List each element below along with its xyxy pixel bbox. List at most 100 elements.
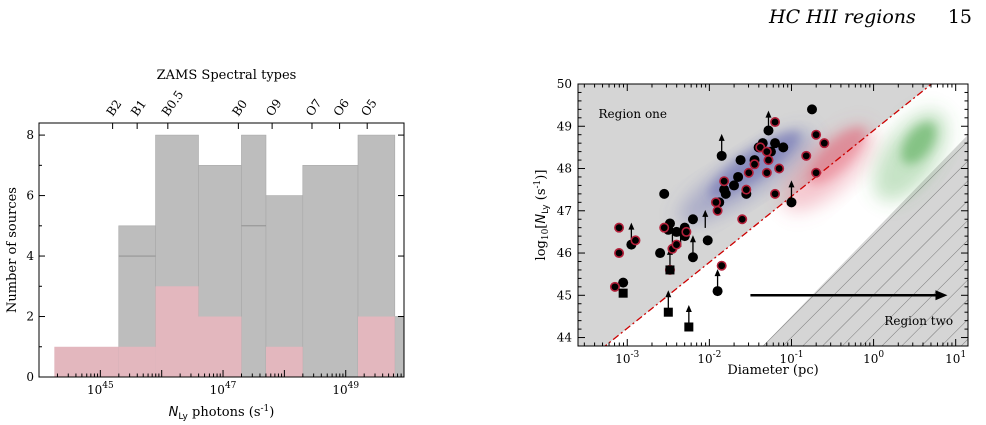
x-tick-label: 10-1 bbox=[779, 350, 803, 366]
x-axis-title: Diameter (pc) bbox=[727, 363, 818, 378]
page-header: HC HII regions 15 bbox=[769, 6, 972, 28]
y-tick-label: 47 bbox=[557, 204, 572, 218]
red-edged-point bbox=[761, 146, 772, 157]
red-edged-point bbox=[770, 188, 781, 199]
red-edged-point bbox=[819, 138, 830, 149]
black-point bbox=[687, 214, 698, 225]
spectral-type-label: O5 bbox=[358, 96, 379, 118]
square-point bbox=[663, 307, 673, 317]
black-point bbox=[733, 171, 744, 182]
red-edged-point bbox=[681, 226, 692, 237]
x-tick-label: 101 bbox=[945, 350, 966, 366]
x-tick-label: 1049 bbox=[332, 381, 359, 397]
black-point bbox=[659, 188, 670, 199]
black-point bbox=[655, 248, 666, 259]
y-tick-label: 48 bbox=[557, 162, 572, 176]
scatter-panel: Region one Region two 44 45 46 47 48 49 50 10-3 10… bbox=[533, 77, 969, 378]
black-point bbox=[702, 235, 713, 246]
dash-dot-line bbox=[604, 84, 932, 346]
histogram-frame bbox=[38, 122, 405, 378]
y-tick-label: 50 bbox=[557, 77, 572, 91]
lower-limit-arrowhead bbox=[714, 269, 721, 277]
y-tick-label: 2 bbox=[26, 310, 34, 324]
x-tick-label: 100 bbox=[863, 350, 884, 366]
red-edged-point bbox=[719, 176, 730, 187]
histogram-bars bbox=[54, 134, 404, 377]
black-point bbox=[778, 142, 789, 153]
spectral-type-label: B0 bbox=[229, 97, 250, 119]
black-point bbox=[763, 125, 774, 136]
histogram-bar-highlight bbox=[198, 316, 242, 377]
spectral-type-label: B0.5 bbox=[159, 88, 186, 119]
lower-limit-arrowhead bbox=[685, 304, 692, 312]
histogram-bar-highlight bbox=[357, 316, 395, 377]
y-axis-title: Number of sources bbox=[5, 187, 20, 313]
red-edged-point bbox=[737, 214, 748, 225]
red-edged-point bbox=[671, 239, 682, 250]
red-edged-point bbox=[712, 205, 723, 216]
y-tick-label: 46 bbox=[557, 246, 572, 260]
plot-area: Region one Region two bbox=[578, 84, 968, 346]
region-one-label: Region one bbox=[599, 107, 667, 121]
square-point bbox=[665, 265, 675, 275]
square-point bbox=[684, 322, 694, 332]
black-point bbox=[720, 188, 731, 199]
spectral-type-label: O7 bbox=[303, 96, 324, 118]
red-edged-point bbox=[811, 167, 822, 178]
green-density-core bbox=[901, 122, 937, 165]
red-edged-point bbox=[609, 281, 620, 292]
lower-limit-arrowhead bbox=[689, 235, 696, 243]
red-edged-point bbox=[743, 167, 754, 178]
black-point bbox=[618, 277, 629, 288]
black-point bbox=[786, 197, 797, 208]
black-point bbox=[712, 286, 723, 297]
histogram-bar-highlight bbox=[155, 286, 199, 377]
histogram-bar bbox=[394, 316, 404, 377]
red-edged-point bbox=[774, 163, 785, 174]
spectral-type-label: B1 bbox=[128, 97, 149, 119]
page-number: 15 bbox=[947, 6, 972, 28]
lower-limit-arrowhead bbox=[702, 209, 709, 217]
red-edged-point bbox=[659, 222, 670, 233]
lower-limit-arrowhead bbox=[765, 110, 772, 118]
x-tick-label: 10-3 bbox=[615, 350, 639, 366]
red-edged-point bbox=[761, 167, 772, 178]
red-edged-point bbox=[716, 260, 727, 271]
spectral-type-label: O6 bbox=[331, 96, 352, 118]
histogram-bar-highlight bbox=[118, 346, 156, 377]
x-tick-label: 1045 bbox=[87, 381, 114, 397]
histogram-panel: 0 2 4 6 8 1045 1047 1049 B2 B1 B0.5 B0 O9 O7 O6 O5 ZAMS … bbox=[5, 68, 405, 422]
lower-limit-arrowhead bbox=[788, 180, 795, 188]
red-edged-point bbox=[614, 248, 625, 259]
square-point bbox=[618, 288, 628, 298]
histogram-bar bbox=[241, 134, 267, 377]
black-point bbox=[671, 226, 682, 237]
lower-limit-arrowhead bbox=[628, 222, 635, 230]
black-point bbox=[807, 104, 817, 115]
red-edged-point bbox=[763, 155, 774, 166]
red-edged-point bbox=[770, 117, 781, 128]
y-tick-label: 6 bbox=[26, 189, 34, 203]
top-axis-title: ZAMS Spectral types bbox=[157, 68, 297, 83]
red-density-core bbox=[807, 127, 866, 185]
lower-limit-arrowhead bbox=[665, 290, 672, 298]
y-axis-title: log10[NLy (s-1)] bbox=[533, 170, 551, 261]
x-axis-title: NLy photons (s-1) bbox=[169, 404, 275, 422]
y-tick-label: 44 bbox=[557, 331, 573, 345]
red-edged-point bbox=[811, 129, 822, 140]
histogram-bar-highlight bbox=[54, 346, 119, 377]
data-points bbox=[609, 104, 830, 332]
running-title: HC HII regions bbox=[769, 6, 916, 28]
x-tick-label: 1047 bbox=[210, 381, 237, 397]
black-point bbox=[729, 180, 739, 191]
y-tick-label: 49 bbox=[557, 119, 572, 133]
spectral-type-label: B2 bbox=[104, 97, 125, 119]
black-point bbox=[716, 150, 727, 161]
x-tick-label: 10-2 bbox=[697, 350, 721, 366]
diameter-arrow-head bbox=[935, 290, 948, 301]
red-edged-point bbox=[801, 150, 812, 161]
y-tick-label: 8 bbox=[26, 128, 34, 142]
histogram-bar bbox=[302, 165, 359, 377]
black-point bbox=[687, 252, 698, 263]
